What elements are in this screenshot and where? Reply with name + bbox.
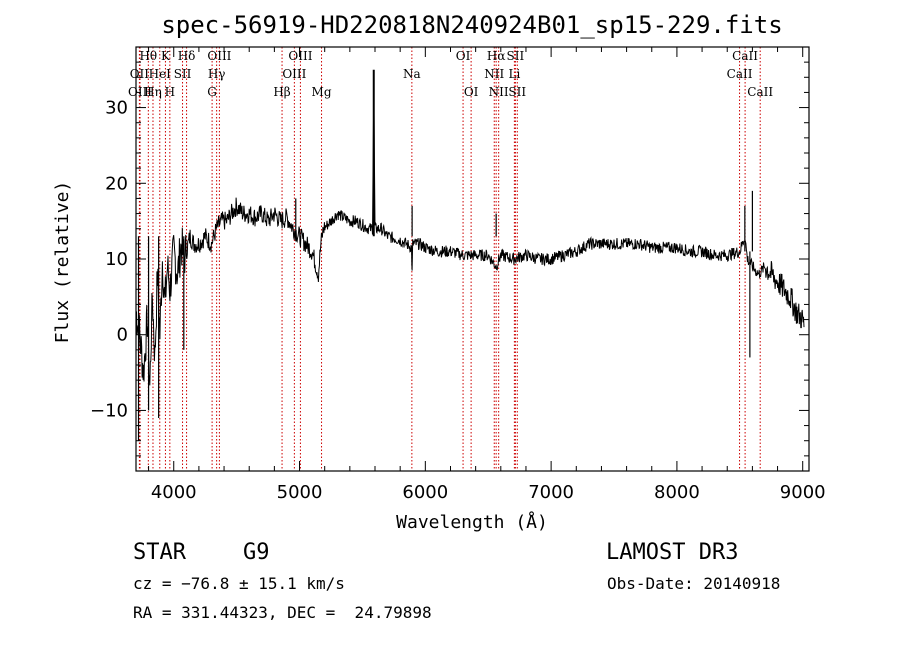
object-subclass: G9 (243, 540, 270, 565)
spectral-line-label: SII (507, 49, 525, 63)
spectral-line-label: Hγ (208, 67, 226, 81)
spectral-line-label: CaII (747, 85, 773, 99)
y-tick-label: −10 (90, 400, 128, 421)
spectrum-series (135, 69, 805, 441)
survey-name: LAMOST DR3 (606, 540, 739, 565)
spectral-line-markers (138, 47, 761, 471)
spectral-line-label: Li (508, 67, 520, 81)
observation-date: Obs-Date: 20140918 (607, 574, 781, 593)
spectral-line-label: OI (464, 85, 479, 99)
x-tick-label: 9000 (780, 482, 826, 503)
spectral-line-label: OIII (282, 67, 306, 81)
spectral-line-label: Hθ (139, 49, 157, 63)
spectral-line-label: Na (403, 67, 421, 81)
spectral-line-label: Hβ (273, 85, 290, 99)
object-class: STAR (133, 540, 186, 565)
redshift-velocity: cz = −76.8 ± 15.1 km/s (133, 574, 345, 593)
x-tick-label: 7000 (528, 482, 574, 503)
y-axis-ticks: −10 0 10 20 30 (90, 61, 809, 457)
y-tick-label: 0 (117, 325, 128, 346)
spectral-line-label: SII (508, 85, 526, 99)
spectrum-line (135, 92, 805, 386)
spectral-line-label: NII (489, 85, 509, 99)
x-tick-label: 8000 (654, 482, 700, 503)
y-axis-label: Flux (relative) (52, 181, 73, 344)
spectrum-chart: spec-56919-HD220818N240924B01_sp15-229.f… (52, 11, 826, 533)
spectral-line-label: Hη (144, 85, 162, 99)
spectral-line-label: Mg (312, 85, 332, 99)
y-tick-label: 20 (105, 173, 128, 194)
spectral-line-label: CaII (732, 49, 758, 63)
spectral-line-label: OI (456, 49, 471, 63)
spectral-line-label: Hδ (178, 49, 196, 63)
coordinates: RA = 331.44323, DEC = 24.79898 (133, 603, 432, 622)
y-tick-label: 30 (105, 98, 128, 119)
spectral-line-label: G (207, 85, 217, 99)
x-axis-ticks: 4000 5000 6000 7000 8000 9000 (148, 47, 826, 503)
x-tick-label: 5000 (277, 482, 323, 503)
spectral-line-label: NII (484, 67, 504, 81)
spectral-line-label: HeI (149, 67, 172, 81)
spectral-line-label: CaII (727, 67, 753, 81)
spectral-line-label: SII (174, 67, 192, 81)
x-tick-label: 6000 (402, 482, 448, 503)
x-axis-label: Wavelength (Å) (396, 511, 548, 533)
spectral-line-label: OIII (207, 49, 231, 63)
spectral-line-label: OIII (288, 49, 312, 63)
x-tick-label: 4000 (151, 482, 197, 503)
spectral-line-label: OII (130, 67, 150, 81)
chart-title: spec-56919-HD220818N240924B01_sp15-229.f… (161, 11, 782, 39)
spectral-line-label: H (165, 85, 175, 99)
spectral-line-label: Hα (487, 49, 506, 63)
spectral-line-label: K (161, 49, 171, 63)
y-tick-label: 10 (105, 249, 128, 270)
